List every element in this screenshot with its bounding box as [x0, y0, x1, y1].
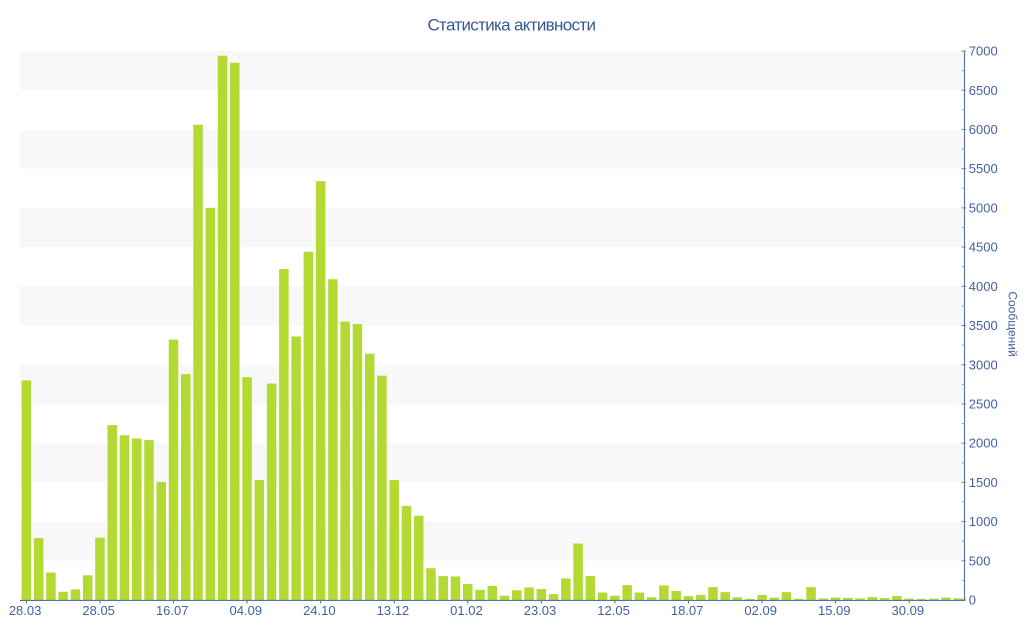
svg-text:16.07: 16.07: [156, 603, 189, 618]
svg-text:15.09: 15.09: [818, 603, 851, 618]
svg-text:7000: 7000: [969, 44, 998, 59]
svg-text:3000: 3000: [969, 357, 998, 372]
svg-text:3500: 3500: [969, 318, 998, 333]
svg-text:01.02: 01.02: [450, 603, 483, 618]
svg-text:1500: 1500: [969, 475, 998, 490]
svg-text:500: 500: [969, 553, 991, 568]
svg-text:6500: 6500: [969, 83, 998, 98]
svg-text:28.03: 28.03: [9, 603, 42, 618]
svg-text:Статистика активности: Статистика активности: [427, 16, 596, 35]
svg-text:02.09: 02.09: [744, 603, 777, 618]
svg-text:2000: 2000: [969, 436, 998, 451]
svg-text:28.05: 28.05: [82, 603, 115, 618]
svg-text:1000: 1000: [969, 514, 998, 529]
svg-text:13.12: 13.12: [377, 603, 410, 618]
svg-text:Сообщений: Сообщений: [1006, 291, 1020, 356]
svg-text:2500: 2500: [969, 397, 998, 412]
svg-text:18.07: 18.07: [671, 603, 704, 618]
svg-text:30.09: 30.09: [892, 603, 925, 618]
svg-text:5000: 5000: [969, 200, 998, 215]
svg-text:4500: 4500: [969, 240, 998, 255]
svg-text:24.10: 24.10: [303, 603, 336, 618]
svg-text:04.09: 04.09: [230, 603, 263, 618]
svg-text:12.05: 12.05: [597, 603, 630, 618]
svg-text:6000: 6000: [969, 122, 998, 137]
svg-text:5500: 5500: [969, 161, 998, 176]
svg-text:23.03: 23.03: [524, 603, 557, 618]
svg-text:4000: 4000: [969, 279, 998, 294]
svg-text:0: 0: [969, 593, 976, 608]
